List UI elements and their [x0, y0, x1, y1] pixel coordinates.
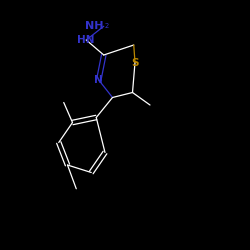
Text: S: S [131, 58, 139, 68]
Text: HN: HN [78, 35, 95, 45]
Text: NH: NH [85, 21, 104, 31]
Text: N: N [94, 75, 103, 85]
Text: $_2$: $_2$ [104, 21, 110, 31]
